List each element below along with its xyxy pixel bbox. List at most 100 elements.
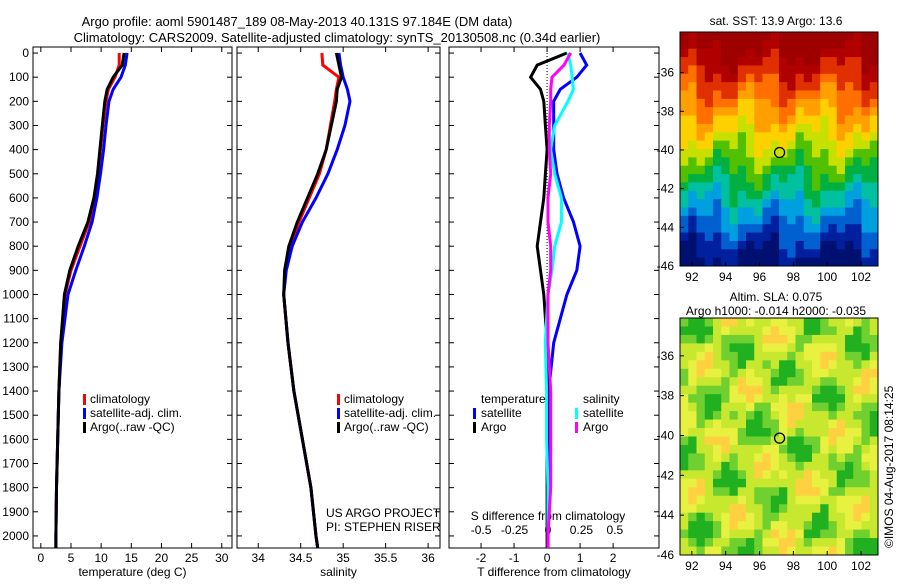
map-cell — [737, 232, 747, 242]
map-cell — [853, 98, 862, 108]
map-cell — [754, 174, 763, 183]
map-cell — [737, 123, 747, 133]
map-cell — [845, 132, 854, 142]
map-cell — [737, 351, 747, 361]
map-cell — [853, 326, 862, 336]
map-cell — [704, 73, 714, 83]
map-cell — [754, 249, 763, 259]
map-cell — [812, 351, 821, 361]
map-cell — [754, 132, 763, 142]
map-cell — [820, 546, 829, 556]
map-cell — [845, 461, 854, 471]
map-cell — [754, 48, 763, 58]
legend-label: satellite — [481, 406, 522, 420]
map-cell — [713, 57, 722, 66]
map-cell — [828, 343, 838, 353]
difference-salinity-satellite-line — [543, 52, 575, 548]
map-cell — [795, 232, 805, 242]
map-cell — [737, 402, 747, 412]
map-cell — [704, 495, 714, 505]
map-cell — [836, 48, 846, 58]
map-cell — [688, 73, 697, 83]
map-cell — [820, 207, 829, 217]
argo-position-marker — [773, 146, 786, 159]
map-cell — [746, 224, 755, 234]
map-cell — [713, 123, 722, 133]
map-cell — [704, 224, 714, 234]
map-cell — [729, 132, 739, 142]
map-cell — [696, 149, 706, 158]
map-cell — [762, 487, 772, 497]
map-cell — [737, 249, 747, 259]
map-cell — [836, 98, 846, 108]
map-cell — [787, 368, 796, 378]
map-cell — [836, 495, 846, 505]
map-cell — [795, 495, 805, 505]
map-cell — [779, 257, 788, 267]
map-cell — [737, 385, 747, 395]
map-cell — [770, 132, 780, 142]
map-cell — [820, 495, 829, 505]
map-cell — [713, 215, 722, 225]
y-tick-label: 700 — [9, 215, 29, 229]
map-cell — [696, 318, 706, 327]
legend-label: satellite-adj. clim. — [344, 406, 436, 420]
map-cell — [869, 115, 879, 125]
map-cell — [836, 394, 846, 404]
map-cell — [795, 394, 805, 404]
map-cell — [721, 538, 730, 548]
map-cell — [820, 65, 829, 75]
map-cell — [721, 377, 730, 387]
map-cell — [869, 149, 879, 158]
legend-label: Argo — [481, 420, 507, 434]
map-cell — [737, 504, 747, 514]
map-cell — [737, 453, 747, 463]
map-cell — [836, 504, 846, 514]
map-cell — [861, 326, 871, 336]
map-y-tick-label: -44 — [657, 220, 675, 234]
map-cell — [704, 436, 714, 446]
map-cell — [803, 436, 813, 446]
map-cell — [680, 428, 689, 437]
map-cell — [787, 90, 796, 100]
map-cell — [746, 232, 755, 242]
map-cell — [845, 385, 854, 395]
y-tick-label: 1200 — [2, 336, 29, 350]
map-y-tick-label: -40 — [657, 429, 675, 443]
map-cell — [803, 402, 813, 412]
map-cell — [754, 190, 763, 200]
map-cell — [770, 123, 780, 133]
map-cell — [754, 478, 763, 488]
map-cell — [713, 115, 722, 125]
map-cell — [721, 215, 730, 225]
map-cell — [713, 428, 722, 437]
map-cell — [787, 385, 796, 395]
map-cell — [787, 538, 796, 548]
map-cell — [680, 48, 689, 58]
map-cell — [721, 90, 730, 100]
map-cell — [696, 132, 706, 142]
map-cell — [836, 90, 846, 100]
map-cell — [754, 351, 763, 361]
map-cell — [803, 174, 813, 183]
map-cell — [803, 73, 813, 83]
map-cell — [820, 377, 829, 387]
map-x-tick-label: 100 — [817, 270, 837, 284]
map-cell — [713, 73, 722, 83]
map-cell — [787, 123, 796, 133]
map-cell — [803, 419, 813, 429]
map-cell — [828, 98, 838, 108]
map-cell — [861, 453, 871, 463]
map-cell — [812, 504, 821, 514]
map-cell — [845, 538, 854, 548]
map-cell — [770, 199, 780, 208]
timestamp: ©IMOS 04-Aug-2017 08:14:25 — [882, 385, 896, 548]
map-cell — [746, 487, 755, 497]
map-cell — [828, 140, 838, 150]
map-cell — [803, 444, 813, 454]
map-cell — [779, 326, 788, 336]
map-cell — [820, 232, 829, 242]
map-cell — [803, 495, 813, 505]
map-cell — [680, 394, 689, 404]
map-cell — [721, 351, 730, 361]
